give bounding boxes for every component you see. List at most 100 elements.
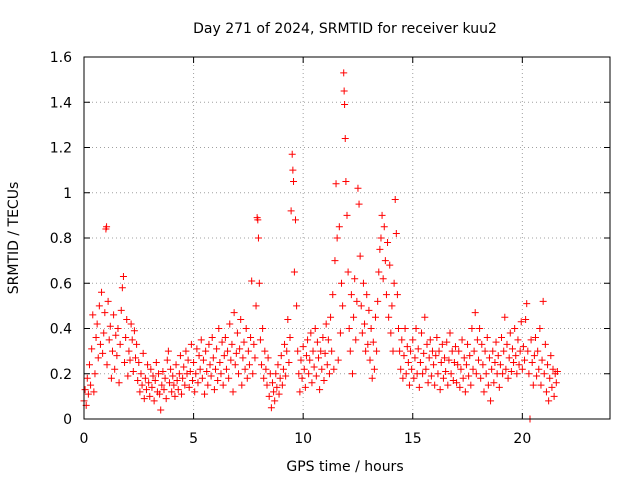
- data-point: [478, 340, 486, 348]
- data-point: [213, 345, 221, 353]
- data-point: [420, 349, 428, 357]
- data-point: [214, 377, 222, 385]
- data-point: [311, 325, 319, 332]
- data-point: [217, 370, 225, 378]
- data-point: [348, 370, 356, 378]
- data-point: [378, 211, 386, 219]
- data-point: [132, 354, 140, 362]
- data-point: [220, 352, 228, 360]
- x-axis-label: GPS time / hours: [286, 459, 403, 475]
- data-point: [376, 245, 384, 253]
- data-point: [409, 336, 417, 344]
- data-point: [162, 395, 170, 403]
- data-point: [157, 406, 165, 414]
- data-point: [116, 340, 124, 348]
- y-tick-label: 1: [63, 186, 72, 202]
- data-point: [535, 365, 543, 373]
- data-point: [188, 377, 196, 385]
- data-point: [251, 354, 259, 362]
- data-point: [103, 223, 111, 231]
- data-point: [501, 313, 509, 321]
- data-point: [98, 288, 106, 296]
- data-point: [462, 361, 470, 369]
- data-point: [315, 354, 323, 362]
- data-point: [511, 325, 519, 332]
- data-point: [152, 358, 160, 366]
- data-point: [434, 370, 442, 378]
- data-point: [548, 383, 556, 391]
- data-point: [488, 365, 496, 373]
- data-point: [438, 340, 446, 348]
- data-point: [231, 361, 239, 369]
- data-point: [302, 352, 310, 360]
- data-point: [553, 367, 561, 375]
- data-point: [197, 336, 205, 344]
- data-point: [145, 379, 153, 387]
- data-point: [309, 347, 317, 355]
- data-point: [147, 365, 155, 373]
- data-point: [504, 374, 512, 382]
- data-point: [264, 354, 272, 362]
- data-point: [137, 370, 145, 378]
- data-point: [219, 381, 227, 389]
- data-point: [168, 388, 176, 396]
- data-point: [530, 352, 538, 360]
- data-point: [160, 386, 168, 394]
- data-point: [229, 388, 237, 396]
- data-point: [299, 343, 307, 351]
- data-point: [521, 356, 529, 364]
- data-point: [248, 277, 256, 285]
- data-point: [84, 390, 92, 398]
- data-point: [155, 370, 163, 378]
- data-point: [505, 354, 513, 362]
- data-point: [196, 365, 204, 373]
- data-point: [275, 390, 283, 398]
- data-point: [191, 388, 199, 396]
- data-point: [444, 381, 452, 389]
- y-tick-label: 0.4: [50, 322, 72, 338]
- data-point: [341, 101, 349, 109]
- data-point: [415, 383, 423, 391]
- data-point: [469, 365, 477, 373]
- data-point: [115, 379, 123, 387]
- data-point: [389, 347, 397, 355]
- data-point: [279, 365, 287, 373]
- data-point: [239, 354, 247, 362]
- data-point: [158, 381, 166, 389]
- data-point: [296, 388, 304, 396]
- data-point: [418, 329, 426, 337]
- data-point: [370, 365, 378, 373]
- data-point: [421, 313, 429, 321]
- data-point: [261, 347, 269, 355]
- data-point: [327, 313, 335, 321]
- data-point: [419, 370, 427, 378]
- data-point: [194, 379, 202, 387]
- data-point: [523, 300, 531, 308]
- data-point: [353, 297, 361, 305]
- data-point: [222, 365, 230, 373]
- data-point: [436, 386, 444, 394]
- data-point: [380, 223, 388, 231]
- data-point: [85, 361, 93, 369]
- data-point: [398, 336, 406, 344]
- data-point: [539, 297, 547, 305]
- data-point: [329, 291, 337, 299]
- data-point: [529, 381, 537, 389]
- data-point: [144, 361, 152, 369]
- data-point: [258, 361, 266, 369]
- data-point: [316, 386, 324, 394]
- data-point: [140, 395, 148, 403]
- data-point: [244, 347, 252, 355]
- data-point: [159, 367, 167, 375]
- data-point: [512, 352, 520, 360]
- data-point: [357, 302, 365, 310]
- data-point: [247, 334, 255, 342]
- data-point: [148, 383, 156, 391]
- data-point: [514, 336, 522, 344]
- data-point: [108, 347, 116, 355]
- data-point: [243, 374, 251, 382]
- data-point: [499, 370, 507, 378]
- data-point: [304, 336, 312, 344]
- data-point: [113, 352, 121, 360]
